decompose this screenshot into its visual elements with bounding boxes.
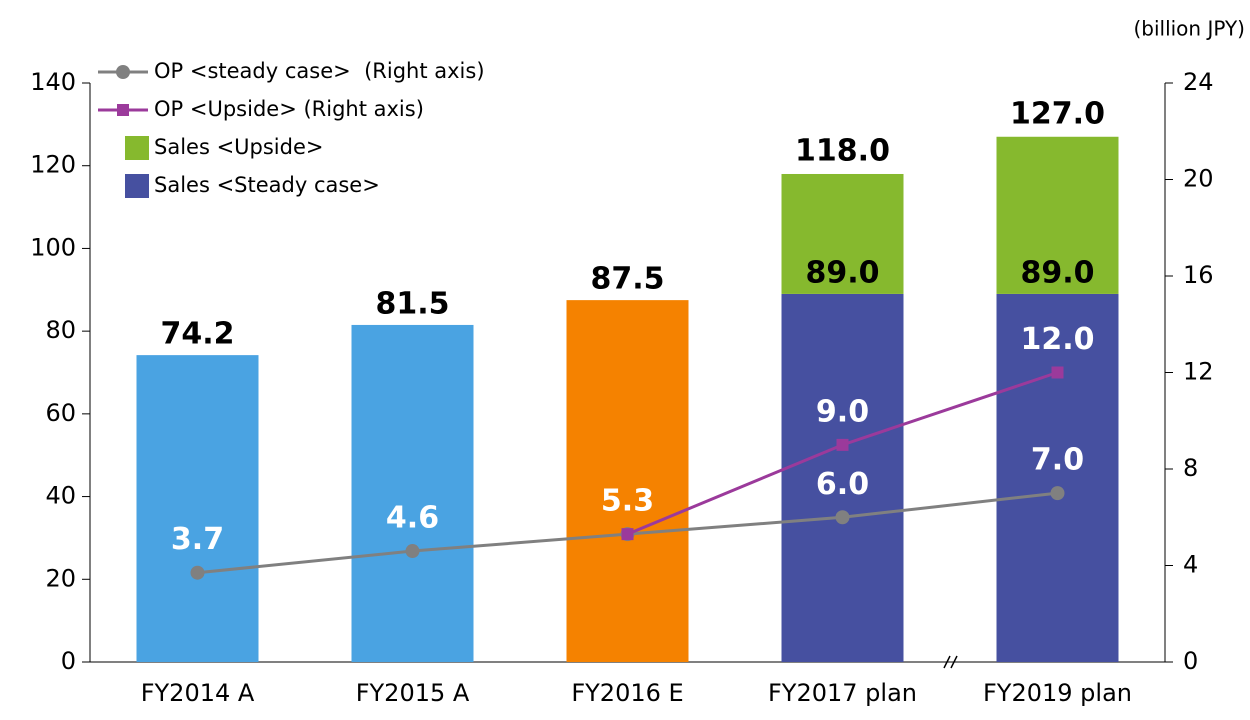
- point-label: 6.0: [816, 467, 869, 502]
- y-tick-label: 80: [45, 316, 76, 344]
- legend-swatch: [117, 104, 129, 116]
- y2-tick-label: 4: [1183, 551, 1198, 579]
- marker: [1051, 366, 1064, 379]
- point-label: 5.3: [601, 484, 654, 519]
- x-tick-label: FY2016 E: [571, 679, 683, 707]
- y2-tick-label: 20: [1183, 165, 1214, 193]
- y-tick-label: 40: [45, 482, 76, 510]
- y2-tick-label: 8: [1183, 454, 1198, 482]
- y-tick-label: 60: [45, 399, 76, 427]
- marker: [836, 438, 849, 451]
- y-tick-label: 140: [30, 68, 76, 96]
- unit-label: (billion JPY): [1133, 17, 1245, 41]
- bar-label: 89.0: [1020, 255, 1094, 290]
- marker: [621, 528, 634, 541]
- bar: [781, 293, 904, 662]
- legend-label: OP <steady case> (Right axis): [154, 59, 485, 83]
- bar: [566, 300, 689, 662]
- bar-label: 74.2: [160, 317, 234, 352]
- y-tick-label: 0: [61, 647, 76, 675]
- bar-label: 81.5: [375, 286, 449, 321]
- point-label: 9.0: [816, 394, 869, 429]
- y2-tick-label: 0: [1183, 647, 1198, 675]
- y2-tick-label: 16: [1183, 261, 1214, 289]
- y-tick-label: 100: [30, 233, 76, 261]
- point-label: 3.7: [171, 522, 224, 557]
- x-tick-label: FY2019 plan: [983, 679, 1132, 707]
- total-label: 127.0: [1010, 96, 1105, 131]
- bar: [781, 173, 904, 294]
- bar: [996, 293, 1119, 662]
- marker: [835, 510, 850, 525]
- y2-tick-label: 24: [1183, 68, 1214, 96]
- x-tick-label: FY2014 A: [141, 679, 255, 707]
- total-label: 118.0: [795, 133, 890, 168]
- y-tick-label: 120: [30, 151, 76, 179]
- marker: [190, 565, 205, 580]
- legend-swatch: [125, 174, 149, 198]
- point-label: 12.0: [1020, 322, 1094, 357]
- marker: [1050, 486, 1065, 501]
- bar: [996, 136, 1119, 294]
- bar-label: 89.0: [805, 255, 879, 290]
- y-tick-label: 20: [45, 564, 76, 592]
- x-tick-label: FY2015 A: [356, 679, 470, 707]
- point-label: 4.6: [386, 501, 439, 536]
- legend-label: OP <Upside> (Right axis): [154, 97, 424, 121]
- point-label: 7.0: [1031, 443, 1084, 478]
- legend-swatch: [116, 65, 130, 79]
- legend-label: Sales <Steady case>: [154, 173, 380, 197]
- bar: [351, 324, 474, 662]
- marker: [405, 544, 420, 559]
- x-tick-label: FY2017 plan: [768, 679, 917, 707]
- legend-label: Sales <Upside>: [154, 135, 324, 159]
- bar: [136, 355, 259, 662]
- legend-swatch: [125, 136, 149, 160]
- y2-tick-label: 12: [1183, 358, 1214, 386]
- bar-label: 87.5: [590, 262, 664, 297]
